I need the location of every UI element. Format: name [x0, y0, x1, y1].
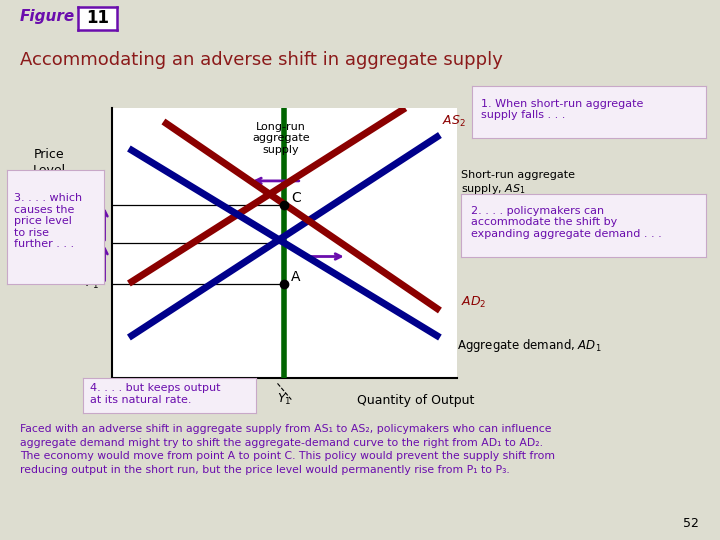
- Text: 52: 52: [683, 517, 698, 530]
- Text: $AS_2$: $AS_2$: [442, 114, 466, 129]
- Text: C: C: [292, 192, 301, 206]
- Text: Quantity of Output: Quantity of Output: [357, 394, 474, 407]
- Text: 1. When short-run aggregate
supply falls . . .: 1. When short-run aggregate supply falls…: [481, 99, 644, 120]
- Text: $Y_1$: $Y_1$: [277, 392, 292, 407]
- Text: Faced with an adverse shift in aggregate supply from AS₁ to AS₂, policymakers wh: Faced with an adverse shift in aggregate…: [20, 424, 555, 475]
- Text: Aggregate demand, $AD_1$: Aggregate demand, $AD_1$: [457, 337, 602, 354]
- Text: 4. . . . but keeps output
at its natural rate.: 4. . . . but keeps output at its natural…: [90, 383, 220, 404]
- Text: Price
Level: Price Level: [33, 148, 66, 177]
- Text: $AD_2$: $AD_2$: [461, 295, 486, 310]
- Text: $P_3$: $P_3$: [85, 198, 99, 213]
- Text: Short-run aggregate
supply, $AS_1$: Short-run aggregate supply, $AS_1$: [461, 170, 575, 196]
- Text: Figure: Figure: [20, 9, 76, 24]
- Text: Accommodating an adverse shift in aggregate supply: Accommodating an adverse shift in aggreg…: [20, 51, 503, 69]
- Text: 3. . . . which
causes the
price level
to rise
further . . .: 3. . . . which causes the price level to…: [14, 193, 82, 249]
- Text: 11: 11: [86, 9, 109, 28]
- Text: A: A: [292, 270, 301, 284]
- Text: $P_2$: $P_2$: [86, 235, 99, 251]
- Text: $P_1$: $P_1$: [85, 276, 99, 291]
- Text: Long-run
aggregate
supply: Long-run aggregate supply: [252, 122, 310, 154]
- Text: 2. . . . policymakers can
accommodate the shift by
expanding aggregate demand . : 2. . . . policymakers can accommodate th…: [471, 206, 662, 239]
